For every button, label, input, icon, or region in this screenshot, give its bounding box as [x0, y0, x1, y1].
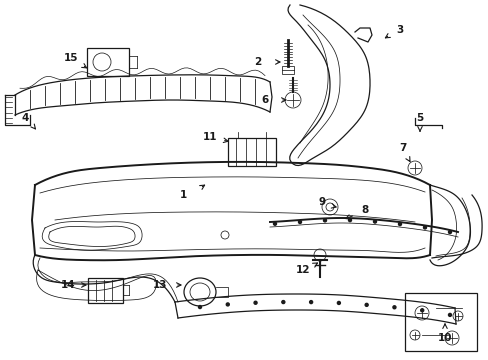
- Bar: [88, 278, 123, 303]
- Circle shape: [309, 301, 312, 303]
- Circle shape: [365, 303, 367, 306]
- Circle shape: [254, 301, 257, 304]
- Text: 10: 10: [437, 333, 451, 343]
- Circle shape: [198, 306, 201, 309]
- Bar: [87, 48, 129, 76]
- Text: 2: 2: [254, 57, 261, 67]
- Text: 12: 12: [295, 265, 309, 275]
- Circle shape: [398, 222, 401, 226]
- Text: 14: 14: [61, 280, 75, 290]
- Text: 15: 15: [63, 53, 78, 63]
- Circle shape: [420, 309, 423, 312]
- Circle shape: [337, 301, 340, 305]
- Circle shape: [447, 314, 450, 316]
- Circle shape: [273, 222, 276, 225]
- Text: 4: 4: [21, 113, 29, 123]
- Bar: [227, 138, 275, 166]
- Circle shape: [447, 230, 450, 234]
- Circle shape: [348, 219, 351, 222]
- Text: 13: 13: [152, 280, 167, 290]
- Text: 8: 8: [361, 205, 368, 215]
- Circle shape: [281, 301, 284, 303]
- Circle shape: [392, 306, 395, 309]
- Text: 1: 1: [179, 190, 186, 200]
- Text: 7: 7: [399, 143, 406, 153]
- Text: 11: 11: [203, 132, 217, 142]
- Circle shape: [298, 221, 301, 224]
- Circle shape: [226, 303, 229, 306]
- Circle shape: [423, 226, 426, 229]
- Circle shape: [373, 220, 376, 223]
- Text: 3: 3: [396, 25, 403, 35]
- Circle shape: [323, 219, 326, 222]
- Bar: [282, 66, 293, 74]
- Bar: [404, 293, 476, 351]
- Text: 5: 5: [415, 113, 423, 123]
- Text: 9: 9: [318, 197, 325, 207]
- Text: 6: 6: [261, 95, 268, 105]
